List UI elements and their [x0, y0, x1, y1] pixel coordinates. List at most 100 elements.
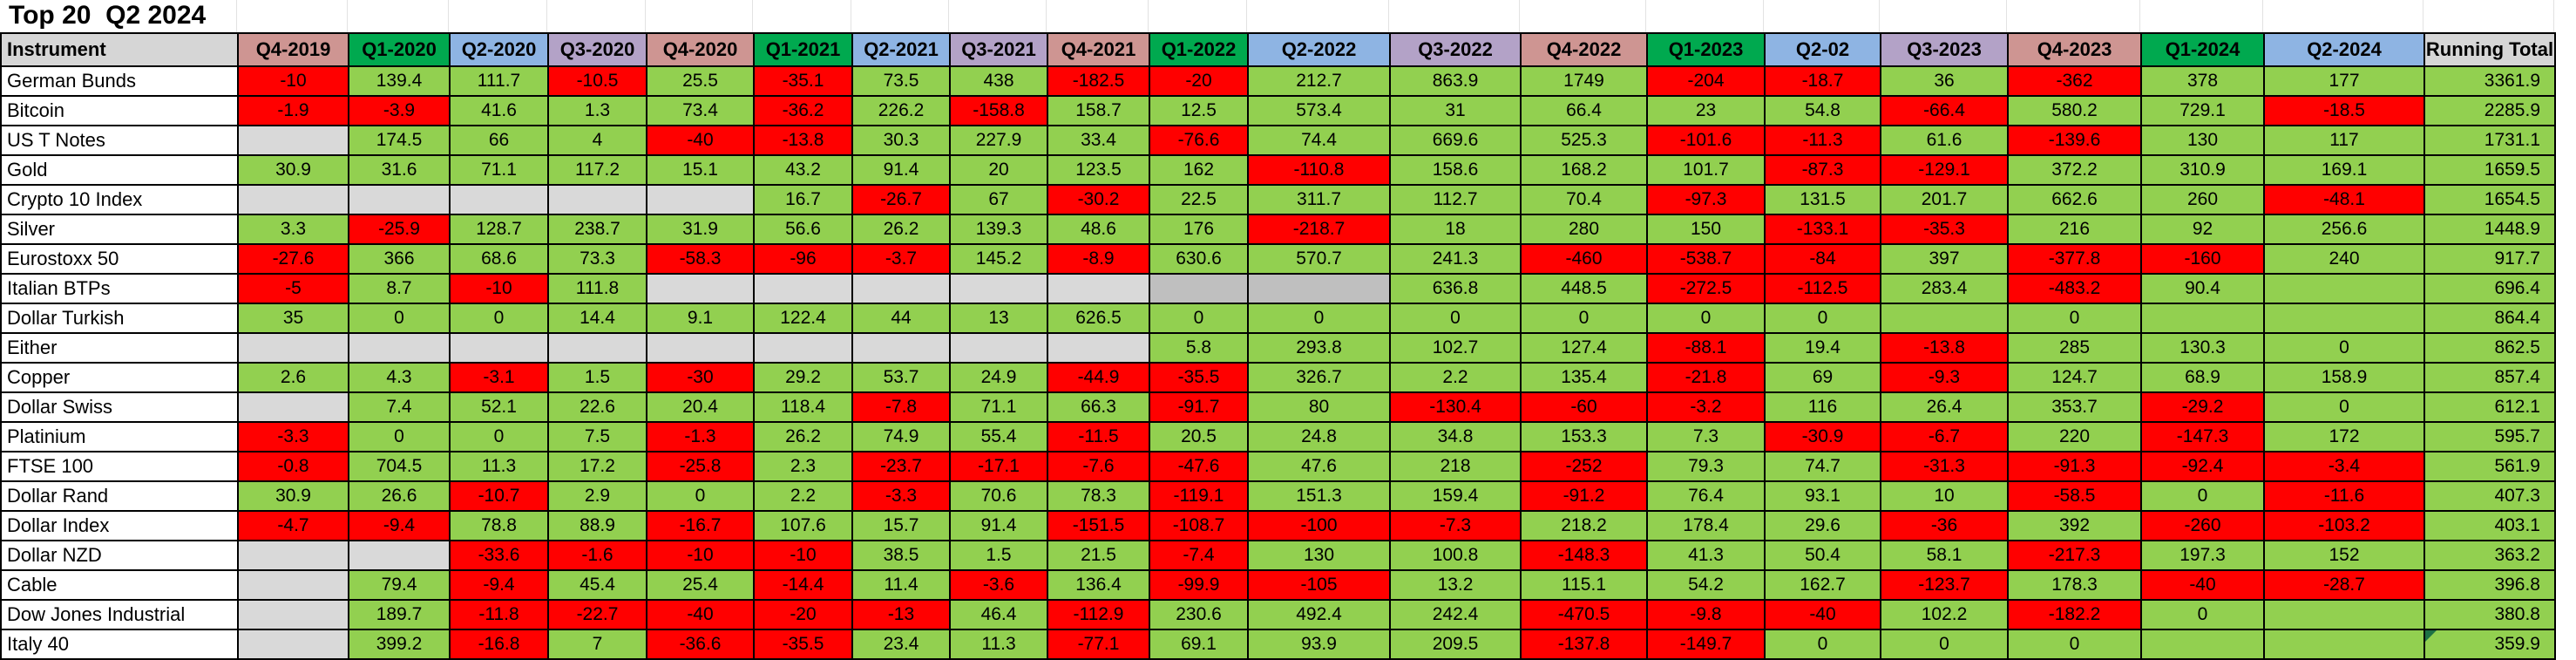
- cell[interactable]: -362: [2009, 67, 2142, 97]
- cell[interactable]: 168.2: [1522, 156, 1648, 186]
- running-total-cell[interactable]: 857.4: [2425, 364, 2556, 393]
- cell[interactable]: 0: [2265, 393, 2425, 423]
- cell[interactable]: [951, 334, 1048, 364]
- cell[interactable]: 20.4: [647, 393, 755, 423]
- cell[interactable]: -36.2: [755, 97, 853, 126]
- cell[interactable]: -272.5: [1648, 275, 1766, 304]
- cell[interactable]: 158.9: [2265, 364, 2425, 393]
- cell[interactable]: -1.9: [239, 97, 349, 126]
- cell[interactable]: 20.5: [1150, 423, 1249, 452]
- cell[interactable]: -182.2: [2009, 601, 2142, 630]
- cell[interactable]: 2.3: [755, 452, 853, 482]
- cell[interactable]: 626.5: [1048, 304, 1150, 334]
- row-label[interactable]: Silver: [2, 215, 239, 245]
- cell[interactable]: 863.9: [1391, 67, 1522, 97]
- cell[interactable]: 0: [1391, 304, 1522, 334]
- cell[interactable]: 135.4: [1522, 364, 1648, 393]
- cell[interactable]: 29.2: [755, 364, 853, 393]
- cell[interactable]: 1.3: [549, 97, 647, 126]
- cell[interactable]: 116: [1766, 393, 1881, 423]
- cell[interactable]: -139.6: [2009, 126, 2142, 156]
- cell[interactable]: 630.6: [1150, 245, 1249, 275]
- cell[interactable]: -92.4: [2142, 452, 2265, 482]
- cell[interactable]: 79.4: [349, 571, 451, 601]
- cell[interactable]: 0: [451, 423, 549, 452]
- cell[interactable]: 139.4: [349, 67, 451, 97]
- cell[interactable]: 11.4: [853, 571, 951, 601]
- cell[interactable]: -7.4: [1150, 541, 1249, 571]
- cell[interactable]: [451, 334, 549, 364]
- cell[interactable]: 23.4: [853, 630, 951, 660]
- row-label[interactable]: Dow Jones Industrial: [2, 601, 239, 630]
- cell[interactable]: 177: [2265, 67, 2425, 97]
- cell[interactable]: -108.7: [1150, 512, 1249, 541]
- cell[interactable]: 174.5: [349, 126, 451, 156]
- cell[interactable]: 22.5: [1150, 186, 1249, 215]
- cell[interactable]: 93.1: [1766, 482, 1881, 512]
- running-total-cell[interactable]: 407.3: [2425, 482, 2556, 512]
- cell[interactable]: [239, 601, 349, 630]
- cell[interactable]: -25.8: [647, 452, 755, 482]
- cell[interactable]: [2142, 630, 2265, 660]
- cell[interactable]: 50.4: [1766, 541, 1881, 571]
- cell[interactable]: 76.4: [1648, 482, 1766, 512]
- cell[interactable]: 26.2: [755, 423, 853, 452]
- cell[interactable]: 326.7: [1249, 364, 1391, 393]
- cell[interactable]: [239, 393, 349, 423]
- cell[interactable]: -29.2: [2142, 393, 2265, 423]
- cell[interactable]: 73.5: [853, 67, 951, 97]
- cell[interactable]: -40: [647, 601, 755, 630]
- cell[interactable]: -96: [755, 245, 853, 275]
- cell[interactable]: 74.7: [1766, 452, 1881, 482]
- cell[interactable]: 241.3: [1391, 245, 1522, 275]
- cell[interactable]: [1048, 275, 1150, 304]
- row-label[interactable]: Italian BTPs: [2, 275, 239, 304]
- cell[interactable]: 0: [647, 482, 755, 512]
- cell[interactable]: 30.9: [239, 156, 349, 186]
- cell[interactable]: 123.5: [1048, 156, 1150, 186]
- cell[interactable]: [1150, 275, 1249, 304]
- cell[interactable]: [2265, 630, 2425, 660]
- row-label[interactable]: Italy 40: [2, 630, 239, 660]
- cell[interactable]: 71.1: [451, 156, 549, 186]
- cell[interactable]: 100.8: [1391, 541, 1522, 571]
- cell[interactable]: -13.8: [1881, 334, 2009, 364]
- cell[interactable]: 169.1: [2265, 156, 2425, 186]
- cell[interactable]: -27.6: [239, 245, 349, 275]
- cell[interactable]: 74.4: [1249, 126, 1391, 156]
- cell[interactable]: [853, 334, 951, 364]
- cell[interactable]: 61.6: [1881, 126, 2009, 156]
- running-total-cell[interactable]: 862.5: [2425, 334, 2556, 364]
- cell[interactable]: 0: [2265, 334, 2425, 364]
- cell[interactable]: 238.7: [549, 215, 647, 245]
- cell[interactable]: -7.6: [1048, 452, 1150, 482]
- cell[interactable]: 78.8: [451, 512, 549, 541]
- cell[interactable]: 176: [1150, 215, 1249, 245]
- column-header-q4-2023[interactable]: Q4-2023: [2009, 34, 2142, 67]
- row-label[interactable]: Platinium: [2, 423, 239, 452]
- running-total-cell[interactable]: 696.4: [2425, 275, 2556, 304]
- cell[interactable]: 52.1: [451, 393, 549, 423]
- cell[interactable]: 0: [349, 423, 451, 452]
- cell[interactable]: -148.3: [1522, 541, 1648, 571]
- cell[interactable]: 2.9: [549, 482, 647, 512]
- cell[interactable]: -10: [755, 541, 853, 571]
- row-label[interactable]: Dollar Turkish: [2, 304, 239, 334]
- cell[interactable]: -60: [1522, 393, 1648, 423]
- cell[interactable]: 15.7: [853, 512, 951, 541]
- cell[interactable]: 67: [951, 186, 1048, 215]
- cell[interactable]: 704.5: [349, 452, 451, 482]
- cell[interactable]: [549, 186, 647, 215]
- cell[interactable]: 4.3: [349, 364, 451, 393]
- cell[interactable]: [239, 541, 349, 571]
- cell[interactable]: 139.3: [951, 215, 1048, 245]
- cell[interactable]: -10.5: [549, 67, 647, 97]
- cell[interactable]: 31.6: [349, 156, 451, 186]
- cell[interactable]: -35.5: [1150, 364, 1249, 393]
- cell[interactable]: -36.6: [647, 630, 755, 660]
- cell[interactable]: -119.1: [1150, 482, 1249, 512]
- cell[interactable]: 158.6: [1391, 156, 1522, 186]
- running-total-cell[interactable]: 359.9: [2425, 630, 2556, 660]
- cell[interactable]: 153.3: [1522, 423, 1648, 452]
- cell[interactable]: 293.8: [1249, 334, 1391, 364]
